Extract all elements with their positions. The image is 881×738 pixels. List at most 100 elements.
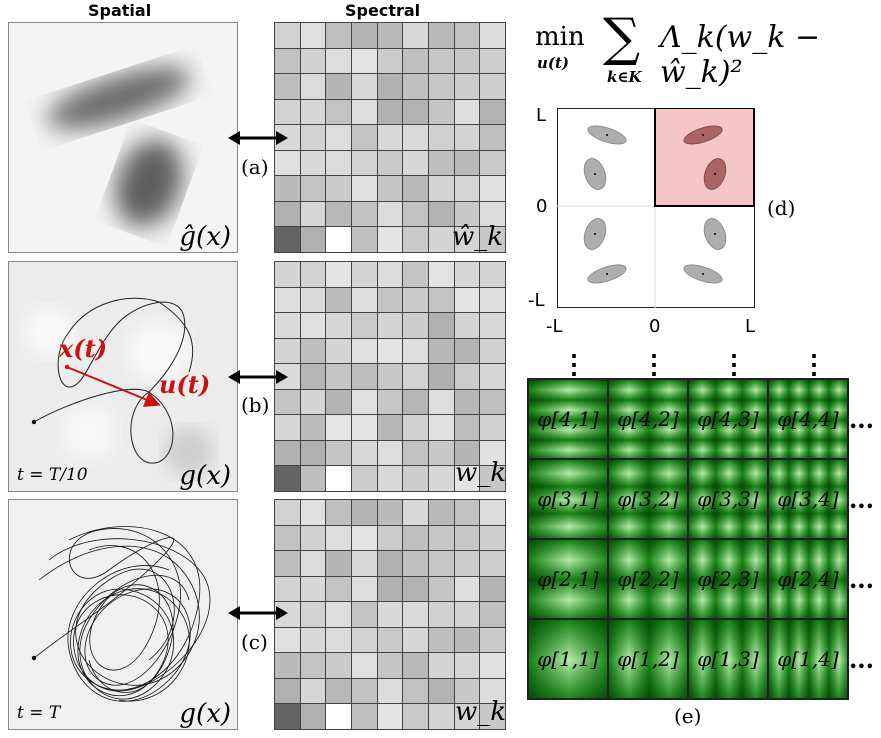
spectral-cell	[480, 653, 505, 678]
spectral-cell	[275, 415, 300, 440]
spectral-cell	[428, 262, 454, 287]
spectral-cell	[480, 150, 505, 176]
spectral-cell	[428, 99, 454, 125]
spectral-cell	[480, 201, 505, 227]
spectral-grid-partial	[274, 261, 506, 492]
spectral-cell	[428, 338, 454, 364]
spectral-cell	[300, 262, 326, 287]
basis-cell: φ[2,2]	[608, 539, 688, 619]
spectral-cell	[480, 415, 505, 440]
spectral-cell	[403, 313, 428, 338]
eq-min: min	[535, 22, 585, 52]
spectral-cell	[403, 99, 428, 125]
spectral-cell	[351, 602, 377, 627]
spectral-cell	[403, 227, 428, 252]
spectral-cell	[300, 99, 326, 125]
label-e: (e)	[673, 704, 703, 728]
basis-label: φ[4,4]	[777, 407, 839, 431]
spectral-cell	[428, 704, 454, 729]
label-b: (b)	[240, 393, 271, 417]
double-arrow-c-icon	[228, 606, 288, 620]
eq-sigma: ∑	[603, 8, 641, 68]
spectral-cell	[454, 364, 480, 389]
spectral-cell	[326, 364, 351, 389]
spectral-cell	[300, 313, 326, 338]
spectral-cell	[403, 389, 428, 415]
spectral-cell	[275, 48, 300, 74]
spectral-cell	[377, 176, 403, 201]
spectral-cell	[351, 653, 377, 678]
spectral-cell	[326, 313, 351, 338]
spectral-cell	[275, 227, 300, 252]
w-label-partial: w_k	[455, 458, 507, 488]
spectral-cell	[351, 74, 377, 99]
spectral-cell	[428, 500, 454, 525]
spectral-cell	[326, 48, 351, 74]
spectral-cell	[377, 551, 403, 576]
spectral-cell	[275, 440, 300, 466]
axis-left-label: -L	[546, 316, 563, 337]
spectral-cell	[275, 287, 300, 313]
spectral-cell	[351, 525, 377, 551]
spectral-cell	[377, 99, 403, 125]
basis-cell: φ[1,2]	[608, 619, 688, 699]
spectral-cell	[377, 602, 403, 627]
basis-cell: φ[1,1]	[528, 619, 608, 699]
spectral-cell	[275, 23, 300, 48]
x-t-label: x(t)	[59, 334, 108, 363]
spectral-cell	[351, 227, 377, 252]
spectral-cell	[403, 262, 428, 287]
spectral-cell	[275, 74, 300, 99]
time-label-t10: t = T/10	[17, 465, 88, 485]
spectral-cell	[377, 201, 403, 227]
w-label-full: w_k	[455, 697, 507, 727]
spectral-cell	[377, 704, 403, 729]
spectral-grid-target	[274, 22, 506, 253]
basis-cell: φ[1,4]	[768, 619, 848, 699]
spectral-cell	[428, 176, 454, 201]
ellipsis-right: •••	[849, 420, 874, 435]
spectral-cell	[377, 262, 403, 287]
spectral-cell	[300, 704, 326, 729]
axis-midx-label: 0	[649, 316, 661, 337]
spectral-cell	[454, 176, 480, 201]
spectral-cell	[454, 466, 480, 491]
basis-label: φ[1,1]	[537, 647, 599, 671]
ghat-label: ĝ(x)	[179, 222, 231, 252]
spectral-cell	[377, 23, 403, 48]
spectral-cell	[480, 23, 505, 48]
spectral-cell	[326, 500, 351, 525]
spectral-cell	[377, 525, 403, 551]
spectral-cell	[480, 74, 505, 99]
spectral-cell	[351, 48, 377, 74]
label-c: (c)	[240, 630, 269, 654]
basis-cell: φ[3,4]	[768, 459, 848, 539]
spectral-cell	[275, 653, 300, 678]
spectral-cell	[480, 364, 505, 389]
basis-label: φ[3,2]	[617, 487, 679, 511]
ellipsis-top: ⋮	[561, 350, 587, 380]
spectral-cell	[454, 551, 480, 576]
spectral-cell	[428, 23, 454, 48]
basis-cell: φ[2,3]	[688, 539, 768, 619]
spectral-cell	[480, 262, 505, 287]
spectral-header: Spectral	[345, 1, 421, 20]
spectral-cell	[300, 287, 326, 313]
spectral-cell	[454, 653, 480, 678]
spectral-cell	[351, 551, 377, 576]
spectral-cell	[351, 150, 377, 176]
g-label-partial: g(x)	[179, 461, 231, 491]
spectral-cell	[428, 74, 454, 99]
spectral-cell	[377, 415, 403, 440]
spectral-cell	[351, 262, 377, 287]
label-a: (a)	[240, 155, 270, 179]
spectral-cell	[275, 201, 300, 227]
spectral-cell	[480, 602, 505, 627]
spectral-cell	[377, 48, 403, 74]
spectral-cell	[428, 48, 454, 74]
ellipsis-right: •••	[849, 660, 874, 675]
spectral-cell	[428, 627, 454, 653]
spectral-cell	[351, 287, 377, 313]
spectral-cell	[454, 338, 480, 364]
basis-label: φ[2,2]	[617, 567, 679, 591]
